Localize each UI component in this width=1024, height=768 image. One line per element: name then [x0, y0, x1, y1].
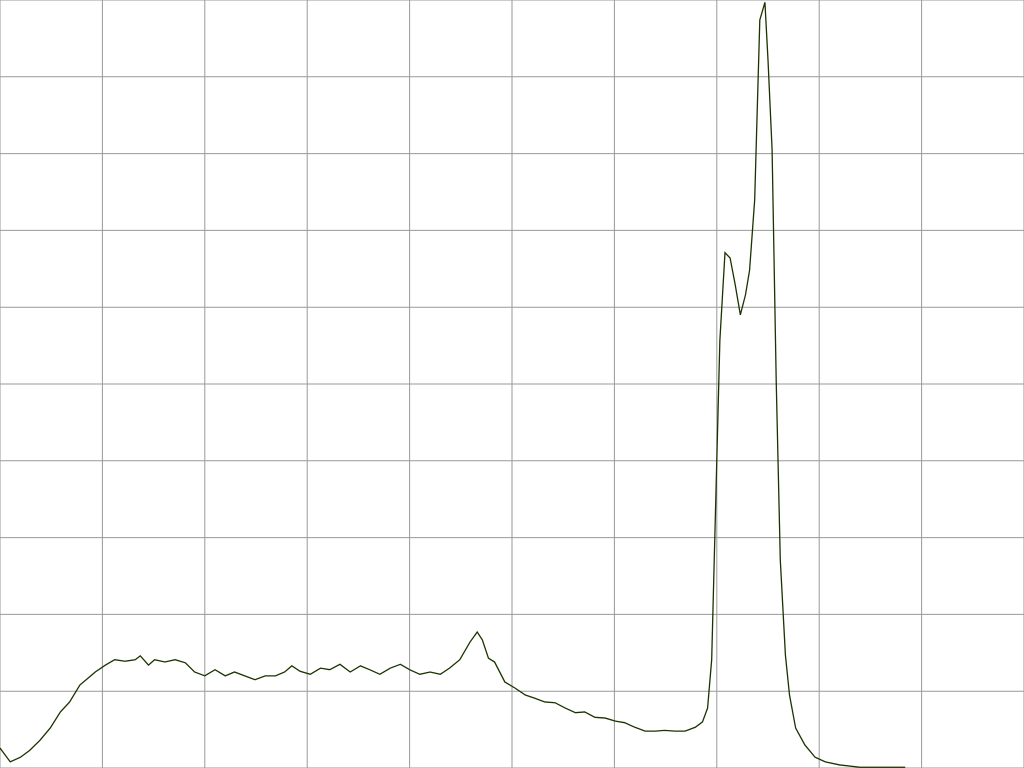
data-line [0, 2, 906, 768]
